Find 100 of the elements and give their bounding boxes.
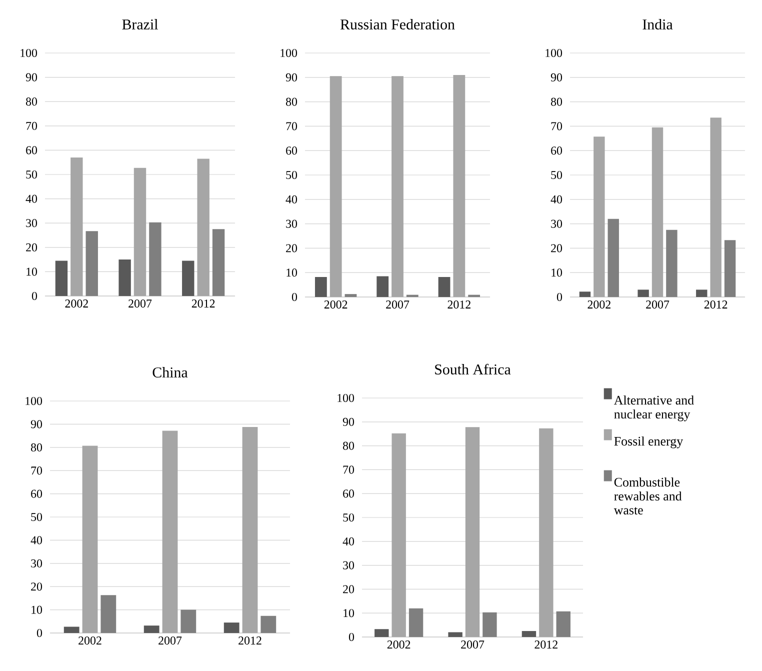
y-tick-label: 0 (292, 292, 298, 302)
y-tick-label: 30 (26, 219, 38, 228)
bar (55, 260, 68, 296)
y-tick-label: 20 (31, 582, 42, 591)
y-tick-label: 70 (286, 122, 298, 130)
y-tick-label: 0 (36, 628, 42, 638)
x-tick-label: 2012 (238, 636, 262, 645)
y-tick-label: 30 (343, 561, 354, 570)
x-tick-label: 2007 (646, 300, 670, 309)
bar (482, 612, 497, 637)
bar (638, 290, 649, 297)
x-tick-label: 2012 (192, 300, 215, 308)
y-tick-label: 60 (26, 146, 38, 154)
bar (579, 292, 591, 297)
y-tick-label: 0 (556, 292, 562, 302)
chart-title: South Africa (435, 364, 511, 374)
y-tick-label: 100 (26, 396, 42, 406)
y-tick-label: 50 (26, 170, 38, 179)
bar (344, 294, 357, 297)
y-tick-label: 0 (32, 292, 38, 300)
bar (448, 632, 462, 637)
bar (118, 260, 131, 296)
bar (330, 76, 342, 297)
y-tick-label: 100 (280, 48, 298, 58)
legend-label: Alternative and nuclear energy (614, 395, 694, 422)
y-tick-label: 40 (342, 537, 354, 546)
y-tick-label: 20 (26, 243, 38, 252)
bar (522, 631, 536, 637)
y-tick-label: 40 (550, 195, 562, 204)
bar (180, 610, 196, 633)
x-tick-label: 2007 (461, 640, 484, 649)
y-tick-label: 70 (551, 122, 562, 130)
x-tick-label: 2002 (387, 640, 410, 649)
bar (100, 595, 116, 633)
y-tick-label: 50 (31, 512, 42, 522)
y-tick-label: 20 (551, 244, 562, 252)
y-tick-label: 60 (286, 146, 298, 155)
bar (64, 626, 80, 633)
x-tick-label: 2002 (65, 300, 88, 308)
legend-label: Combustible rewables and waste (614, 477, 682, 514)
y-tick-label: 80 (30, 443, 42, 452)
y-tick-label: 90 (550, 73, 562, 82)
y-tick-label: 30 (286, 220, 298, 228)
x-tick-label: 2002 (78, 636, 102, 645)
bar (376, 276, 389, 297)
y-tick-label: 20 (286, 244, 298, 252)
bar (652, 127, 664, 297)
bar (556, 611, 570, 637)
x-tick-label: 2007 (158, 636, 182, 645)
y-tick-label: 10 (286, 268, 298, 277)
chart-title: Brazil (122, 18, 158, 30)
y-tick-label: 30 (551, 220, 562, 228)
y-tick-label: 60 (343, 490, 354, 498)
bar (608, 218, 619, 297)
bar (710, 118, 722, 297)
bar (144, 626, 160, 633)
bar (70, 157, 83, 296)
chart-title: China (152, 366, 188, 378)
bar (182, 260, 194, 296)
bar (149, 222, 162, 296)
y-tick-label: 80 (26, 98, 38, 106)
x-tick-label: 2002 (324, 300, 348, 309)
bar (594, 136, 605, 297)
y-tick-label: 40 (26, 194, 38, 203)
bar (438, 276, 450, 297)
y-tick-label: 80 (342, 442, 354, 450)
y-tick-label: 40 (286, 195, 298, 204)
bar (212, 229, 225, 296)
bar (392, 76, 404, 297)
bar (724, 240, 736, 297)
bar (539, 428, 554, 637)
bar (314, 276, 327, 297)
y-tick-label: 10 (552, 268, 562, 277)
y-tick-label: 60 (31, 490, 42, 498)
y-tick-label: 30 (31, 559, 42, 568)
y-tick-label: 100 (546, 48, 562, 58)
y-tick-label: 10 (344, 609, 354, 618)
x-tick-label: 2007 (128, 300, 152, 308)
y-tick-label: 50 (343, 513, 354, 522)
y-tick-label: 80 (286, 98, 298, 106)
y-tick-label: 0 (348, 632, 354, 642)
y-tick-label: 50 (286, 170, 298, 180)
y-tick-label: 70 (31, 466, 42, 475)
bar (260, 616, 276, 633)
y-tick-label: 70 (343, 466, 354, 474)
x-tick-label: 2012 (534, 640, 558, 649)
chart-title: Russian Federation (340, 18, 455, 30)
y-tick-label: 90 (30, 420, 42, 428)
legend-label: Fossil energy (614, 436, 684, 448)
bar (666, 230, 678, 297)
y-tick-label: 100 (338, 394, 354, 402)
y-tick-label: 20 (343, 585, 354, 594)
bar (465, 427, 480, 637)
chart-title: India (642, 18, 673, 30)
y-tick-label: 10 (26, 268, 38, 276)
bar (82, 446, 98, 633)
y-tick-label: 10 (32, 606, 42, 614)
y-tick-label: 60 (551, 146, 562, 155)
y-tick-label: 100 (20, 48, 38, 58)
x-tick-label: 2012 (704, 300, 728, 309)
